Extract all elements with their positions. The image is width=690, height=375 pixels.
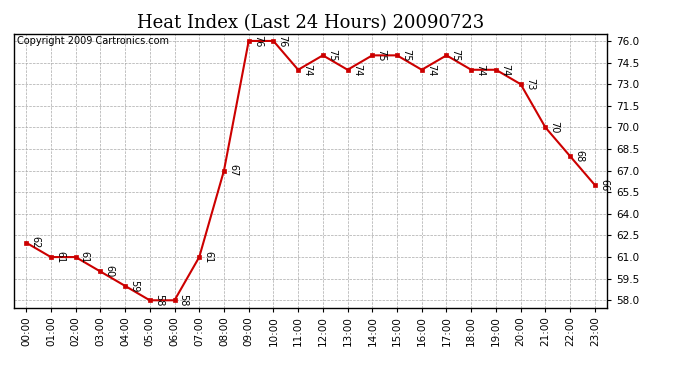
Text: 74: 74 bbox=[426, 64, 436, 76]
Text: 74: 74 bbox=[500, 64, 510, 76]
Text: 58: 58 bbox=[154, 294, 164, 306]
Text: 61: 61 bbox=[204, 251, 213, 263]
Text: 75: 75 bbox=[451, 49, 461, 62]
Text: 73: 73 bbox=[525, 78, 535, 90]
Text: 70: 70 bbox=[549, 121, 560, 134]
Text: 74: 74 bbox=[475, 64, 485, 76]
Text: 75: 75 bbox=[401, 49, 411, 62]
Title: Heat Index (Last 24 Hours) 20090723: Heat Index (Last 24 Hours) 20090723 bbox=[137, 14, 484, 32]
Text: 67: 67 bbox=[228, 164, 238, 177]
Text: 75: 75 bbox=[377, 49, 386, 62]
Text: 61: 61 bbox=[55, 251, 65, 263]
Text: 74: 74 bbox=[302, 64, 313, 76]
Text: 76: 76 bbox=[277, 35, 288, 47]
Text: Copyright 2009 Cartronics.com: Copyright 2009 Cartronics.com bbox=[17, 36, 169, 46]
Text: 66: 66 bbox=[599, 179, 609, 191]
Text: 68: 68 bbox=[574, 150, 584, 162]
Text: 59: 59 bbox=[129, 280, 139, 292]
Text: 74: 74 bbox=[352, 64, 362, 76]
Text: 58: 58 bbox=[179, 294, 188, 306]
Text: 62: 62 bbox=[30, 237, 40, 249]
Text: 76: 76 bbox=[253, 35, 263, 47]
Text: 61: 61 bbox=[80, 251, 90, 263]
Text: 60: 60 bbox=[104, 266, 115, 278]
Text: 75: 75 bbox=[327, 49, 337, 62]
